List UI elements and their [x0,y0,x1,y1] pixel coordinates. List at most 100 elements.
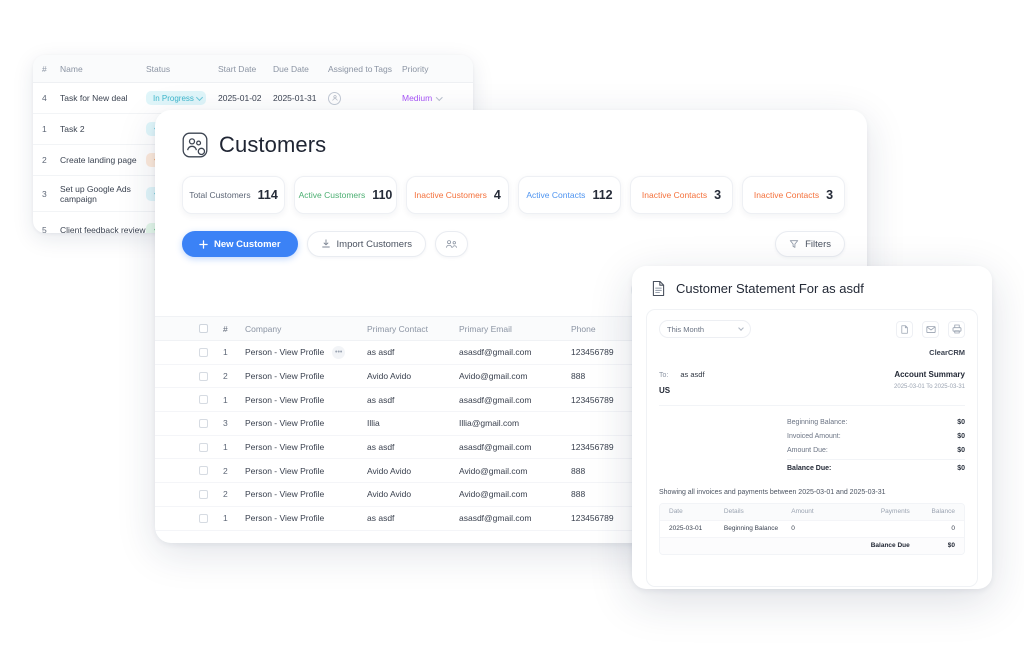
row-primary-contact: Avido Avido [367,465,412,476]
row-primary-contact: Avido Avido [367,371,412,382]
row-phone: 123456789 [571,513,614,524]
row-phone: 123456789 [571,394,614,405]
stat-card-active-contacts[interactable]: Active Contacts 112 [518,176,621,214]
task-priority-cell[interactable]: Medium [402,93,452,103]
stat-card-inactive-customers[interactable]: Inactive Customers 4 [406,176,509,214]
status-badge[interactable]: In Progress [146,91,206,105]
avatar-icon[interactable] [328,91,341,105]
summary-key: Beginning Balance: [787,418,848,426]
table-row[interactable]: 3 Person - View Profile Illia Illia@gmai… [155,412,867,436]
table-row[interactable]: 2 Person - View Profile Avido Avido Avid… [155,483,867,507]
invoice-col-balance: Balance [931,508,956,515]
row-checkbox[interactable] [199,371,223,381]
table-row[interactable]: 1 Person - View Profile ••• as asdf asas… [155,341,867,365]
company-link[interactable]: Person - View Profile [245,371,325,382]
task-status-cell[interactable]: In Progress [146,91,218,105]
showing-invoices-text: Showing all invoices and payments betwee… [659,488,886,496]
statement-title: Customer Statement For as asdf [676,281,864,296]
row-checkbox[interactable] [199,466,223,476]
company-link[interactable]: Person - View Profile [245,442,325,453]
row-primary-contact: as asdf [367,394,395,405]
select-all-checkbox[interactable] [199,324,223,333]
filter-funnel-icon [789,239,799,249]
priority-badge[interactable]: Medium [402,93,443,103]
email-envelope-icon [925,325,936,334]
company-link[interactable]: Person - View Profile [245,489,325,500]
row-company[interactable]: Person - View Profile [245,466,367,476]
invoice-col-payments: Payments [880,508,910,515]
email-button[interactable] [922,320,939,338]
row-primary-contact: Illia [367,418,380,429]
task-number: 4 [42,93,47,103]
row-primary-email: asasdf@gmail.com [459,394,532,405]
filters-label: Filters [805,238,831,250]
company-link[interactable]: Person - View Profile [245,347,325,358]
task-col-assigned-to: Assigned to [328,63,373,74]
pdf-document-button[interactable] [896,320,913,338]
import-customers-button[interactable]: Import Customers [306,231,427,257]
task-col-tags: Tags [374,63,392,74]
col-primary-contact: Primary Contact [367,323,428,334]
stat-card-total-customers[interactable]: Total Customers 114 [182,176,285,214]
row-checkbox[interactable] [199,489,223,499]
task-name: Client feedback review [60,225,146,233]
stat-card-inactive-contacts-2[interactable]: Inactive Contacts 3 [742,176,845,214]
stat-value: 3 [826,188,834,202]
company-link[interactable]: Person - View Profile [245,418,325,429]
row-phone: 123456789 [571,442,614,453]
row-company[interactable]: Person - View Profile [245,489,367,499]
company-link[interactable]: Person - View Profile [245,465,325,476]
row-primary-contact: as asdf [367,513,395,524]
invoice-details: Beginning Balance [723,525,779,532]
row-company[interactable]: Person - View Profile ••• [245,345,367,359]
invoice-table-header: Date Details Amount Payments Balance [660,503,964,520]
task-assigned-cell[interactable] [328,91,374,105]
company-link[interactable]: Person - View Profile [245,394,325,405]
row-company[interactable]: Person - View Profile [245,513,367,523]
plus-icon [199,239,208,249]
row-checkbox[interactable] [199,347,223,357]
task-name: Set up Google Ads campaign [60,183,131,204]
task-number: 3 [42,188,47,199]
stat-card-active-customers[interactable]: Active Customers 110 [294,176,397,214]
row-menu-icon[interactable]: ••• [332,345,346,359]
print-button[interactable] [948,320,965,338]
row-company[interactable]: Person - View Profile [245,418,367,428]
table-row[interactable]: 1 Person - View Profile as asdf asasdf@g… [155,436,867,460]
task-col-name: Name [60,63,83,74]
table-row[interactable]: 2 Person - View Profile Avido Avido Avid… [155,459,867,484]
print-icon [952,324,962,334]
row-number: 1 [223,513,228,524]
chevron-down-icon [738,325,744,331]
company-link[interactable]: Person - View Profile [245,513,325,524]
row-company[interactable]: Person - View Profile [245,442,367,452]
row-checkbox[interactable] [199,418,223,428]
brand-name: ClearCRM [929,348,965,357]
new-customer-button[interactable]: New Customer [182,231,298,257]
row-checkbox[interactable] [199,395,223,405]
new-customer-label: New Customer [214,238,281,250]
people-group-button[interactable] [435,231,469,257]
row-primary-email: asasdf@gmail.com [459,442,532,453]
row-checkbox[interactable] [199,513,223,523]
statement-icon-row [896,320,965,338]
pdf-document-icon [900,324,909,334]
summary-line-invoiced-amount: Invoiced Amount: $0 [787,429,965,443]
row-company[interactable]: Person - View Profile [245,371,367,381]
invoice-col-amount: Amount [791,508,814,515]
filters-button[interactable]: Filters [775,231,845,257]
row-primary-contact: as asdf [367,347,395,358]
task-col-priority: Priority [402,63,429,74]
task-table-header: # Name Status Start Date Due Date Assign… [33,55,473,83]
period-select[interactable]: This Month [659,320,751,338]
task-name: Create landing page [60,155,137,165]
summary-value: $0 [957,465,965,472]
row-primary-email: Avido@gmail.com [459,371,528,382]
row-company[interactable]: Person - View Profile [245,395,367,405]
table-row[interactable]: 1 Person - View Profile as asdf asasdf@g… [155,388,867,413]
table-row[interactable]: 1 Person - View Profile as asdf asasdf@g… [155,507,867,531]
row-number: 1 [223,347,228,358]
stat-card-inactive-contacts[interactable]: Inactive Contacts 3 [630,176,733,214]
table-row[interactable]: 2 Person - View Profile Avido Avido Avid… [155,365,867,389]
row-checkbox[interactable] [199,442,223,452]
